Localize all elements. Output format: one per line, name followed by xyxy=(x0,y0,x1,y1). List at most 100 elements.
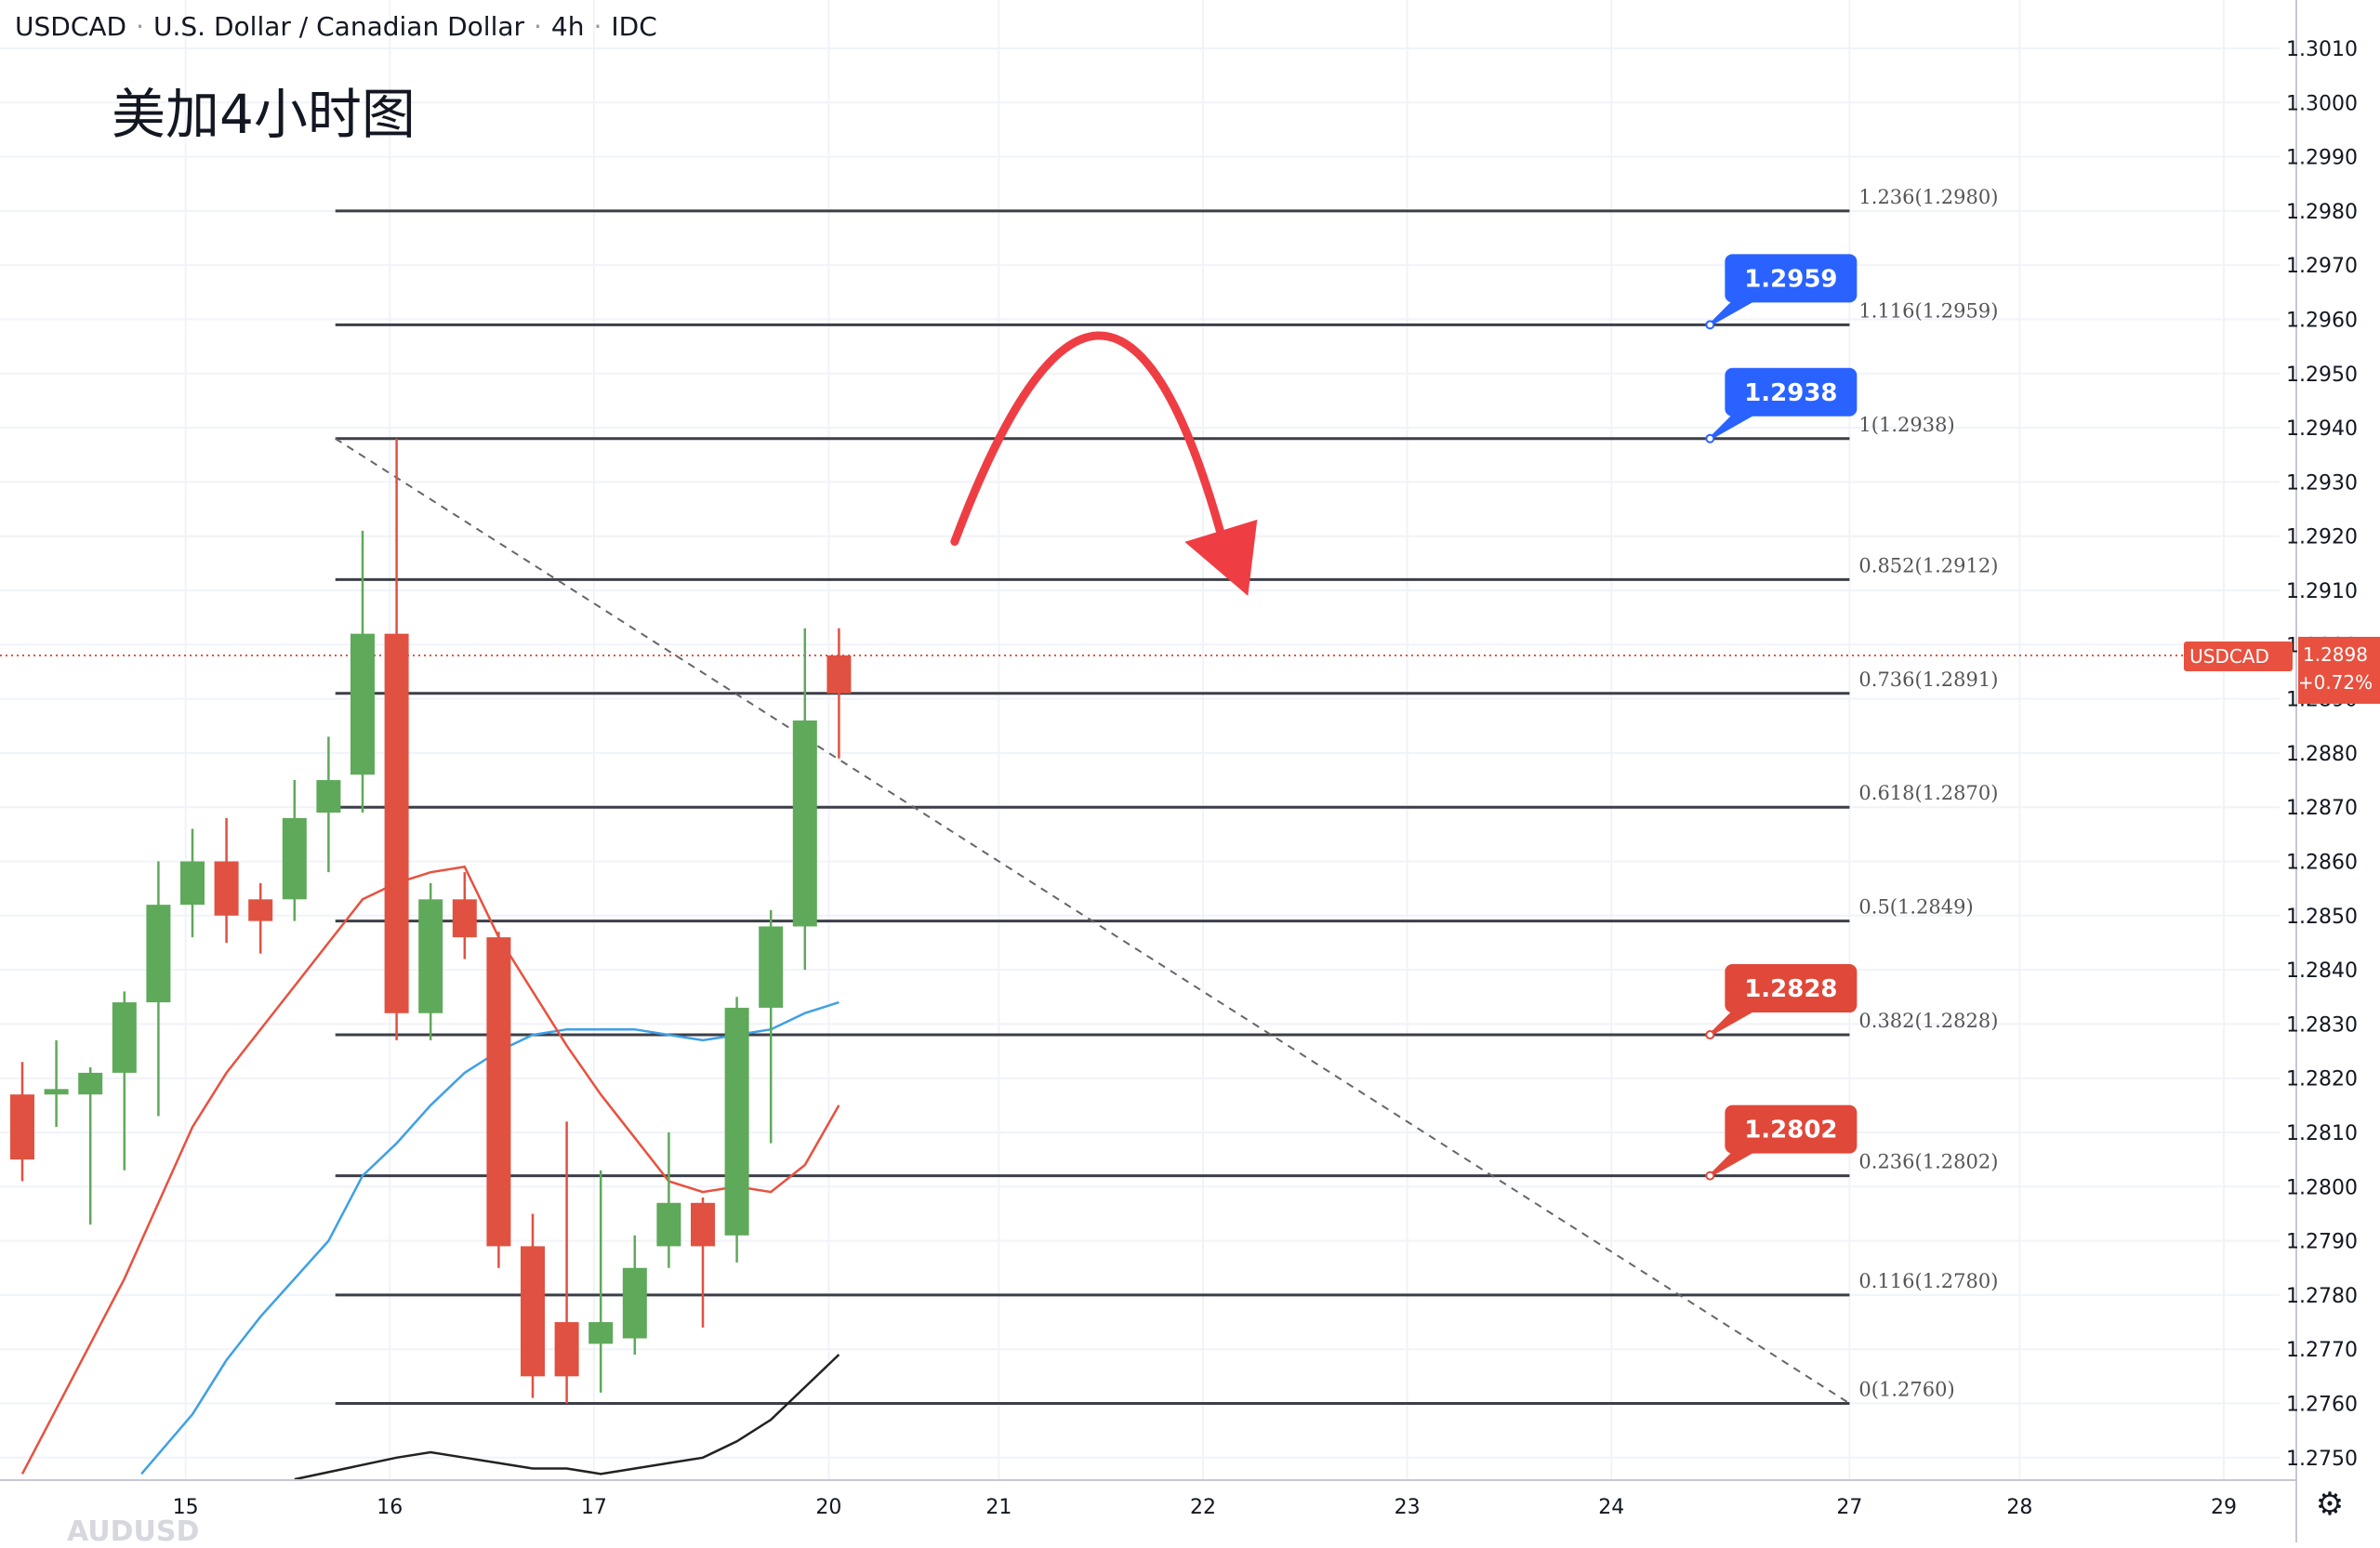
fib-label: 0.236(1.2802) xyxy=(1858,1151,1998,1173)
candle[interactable] xyxy=(112,991,137,1171)
fib-label: 0.116(1.2780) xyxy=(1858,1270,1998,1292)
fib-label: 0.382(1.2828) xyxy=(1858,1010,1998,1032)
candle[interactable] xyxy=(384,438,409,1040)
y-tick-label: 1.2760 xyxy=(2286,1394,2358,1417)
candle[interactable] xyxy=(146,861,171,1117)
x-tick-label: 20 xyxy=(815,1496,841,1519)
candle-body xyxy=(418,899,443,1013)
x-tick-label: 22 xyxy=(1190,1496,1216,1519)
candle[interactable] xyxy=(452,872,477,959)
price-callout[interactable]: 1.2959 xyxy=(1705,254,1858,330)
chart-header: USDCAD · U.S. Dollar / Canadian Dollar · 4h ·… xyxy=(15,11,657,42)
candle-body xyxy=(350,633,375,775)
candle-body xyxy=(554,1322,579,1377)
candle-body xyxy=(826,655,852,694)
y-tick-label: 1.2840 xyxy=(2286,959,2358,983)
candle[interactable] xyxy=(10,1062,34,1182)
candle[interactable] xyxy=(724,997,749,1263)
callout-text: 1.2938 xyxy=(1744,379,1837,407)
callout-box xyxy=(1725,964,1858,1013)
callout-box xyxy=(1725,1105,1858,1154)
annotation-title: 美加4小时图 xyxy=(112,83,416,146)
symbol-name[interactable]: USDCAD xyxy=(15,11,127,42)
gear-icon[interactable]: ⚙ xyxy=(2315,1487,2345,1522)
y-tick-label: 1.3010 xyxy=(2286,38,2358,61)
data-source: IDC xyxy=(611,11,657,42)
x-tick-label: 27 xyxy=(1836,1496,1862,1519)
x-tick-label: 28 xyxy=(2006,1496,2032,1519)
candle-body xyxy=(588,1322,614,1344)
candle[interactable] xyxy=(282,780,307,921)
y-tick-label: 1.2990 xyxy=(2286,147,2358,170)
candle[interactable] xyxy=(792,628,817,971)
x-tick-label: 29 xyxy=(2211,1496,2237,1519)
candle[interactable] xyxy=(588,1170,614,1393)
candle-body xyxy=(622,1267,647,1339)
y-tick-label: 1.2960 xyxy=(2286,310,2358,333)
x-tick-label: 17 xyxy=(581,1496,607,1519)
trend-line[interactable] xyxy=(335,437,1850,1405)
candle-body xyxy=(316,780,341,814)
y-tick-label: 1.2790 xyxy=(2286,1231,2358,1254)
candle[interactable] xyxy=(759,909,784,1144)
y-tick-label: 1.2780 xyxy=(2286,1285,2358,1308)
y-tick-label: 1.2750 xyxy=(2286,1448,2358,1471)
candle[interactable] xyxy=(214,817,239,943)
candle[interactable] xyxy=(521,1213,545,1398)
x-tick-label: 21 xyxy=(985,1496,1012,1519)
interval-label[interactable]: 4h xyxy=(550,11,585,42)
candle[interactable] xyxy=(554,1121,579,1404)
ghost-symbol: AUDUSD xyxy=(67,1515,200,1548)
candle[interactable] xyxy=(622,1235,647,1356)
candle[interactable] xyxy=(826,628,852,759)
candle-body xyxy=(792,720,817,927)
x-tick-label: 16 xyxy=(377,1496,403,1519)
candle-body xyxy=(146,905,171,1003)
candle[interactable] xyxy=(44,1039,69,1128)
candle-body xyxy=(78,1072,103,1095)
candle-body xyxy=(384,633,409,1013)
fib-label: 0.852(1.2912) xyxy=(1858,554,1998,576)
y-tick-label: 1.2770 xyxy=(2286,1339,2358,1362)
candle[interactable] xyxy=(656,1132,681,1268)
y-tick-label: 1.3000 xyxy=(2286,92,2358,115)
arrow-head-icon xyxy=(1184,519,1258,596)
price-callout[interactable]: 1.2802 xyxy=(1705,1105,1858,1181)
price-axis[interactable] xyxy=(2296,0,2380,1480)
x-tick-label: 24 xyxy=(1598,1496,1624,1519)
fib-label: 0(1.2760) xyxy=(1858,1379,1954,1401)
candle[interactable] xyxy=(691,1197,715,1328)
current-price-label[interactable]: USDCAD 1.2898 +0.72% xyxy=(2184,636,2380,704)
candle-body xyxy=(486,937,511,1247)
candle[interactable] xyxy=(180,828,205,938)
symbol-description: U.S. Dollar / Canadian Dollar xyxy=(153,11,525,42)
callout-text: 1.2959 xyxy=(1744,265,1837,293)
current-price-value: 1.2898 xyxy=(2303,643,2368,666)
ma-black-line xyxy=(294,1354,840,1481)
current-price-change: +0.72% xyxy=(2298,671,2373,694)
y-tick-label: 1.2970 xyxy=(2286,255,2358,278)
y-tick-label: 1.2910 xyxy=(2286,580,2358,603)
candle-body xyxy=(759,926,784,1008)
candle[interactable] xyxy=(78,1067,103,1225)
candle-body xyxy=(180,861,205,906)
price-callout[interactable]: 1.2828 xyxy=(1705,964,1858,1040)
candle-body xyxy=(44,1089,69,1095)
candle[interactable] xyxy=(316,736,341,873)
x-tick-label: 15 xyxy=(173,1496,199,1519)
candle[interactable] xyxy=(418,882,443,1040)
candle[interactable] xyxy=(486,932,511,1268)
y-tick-label: 1.2850 xyxy=(2286,906,2358,929)
arrow-curve[interactable] xyxy=(950,331,1224,547)
y-tick-label: 1.2930 xyxy=(2286,471,2358,495)
candle[interactable] xyxy=(248,882,273,954)
price-callout[interactable]: 1.2938 xyxy=(1705,367,1858,443)
y-tick-label: 1.2860 xyxy=(2286,852,2358,875)
fib-label: 1.236(1.2980) xyxy=(1858,186,1998,208)
candle-body xyxy=(521,1246,545,1377)
fib-label: 0.618(1.2870) xyxy=(1858,782,1998,804)
candle-body xyxy=(656,1202,681,1247)
callout-text: 1.2828 xyxy=(1744,975,1837,1003)
candle[interactable] xyxy=(350,530,375,814)
